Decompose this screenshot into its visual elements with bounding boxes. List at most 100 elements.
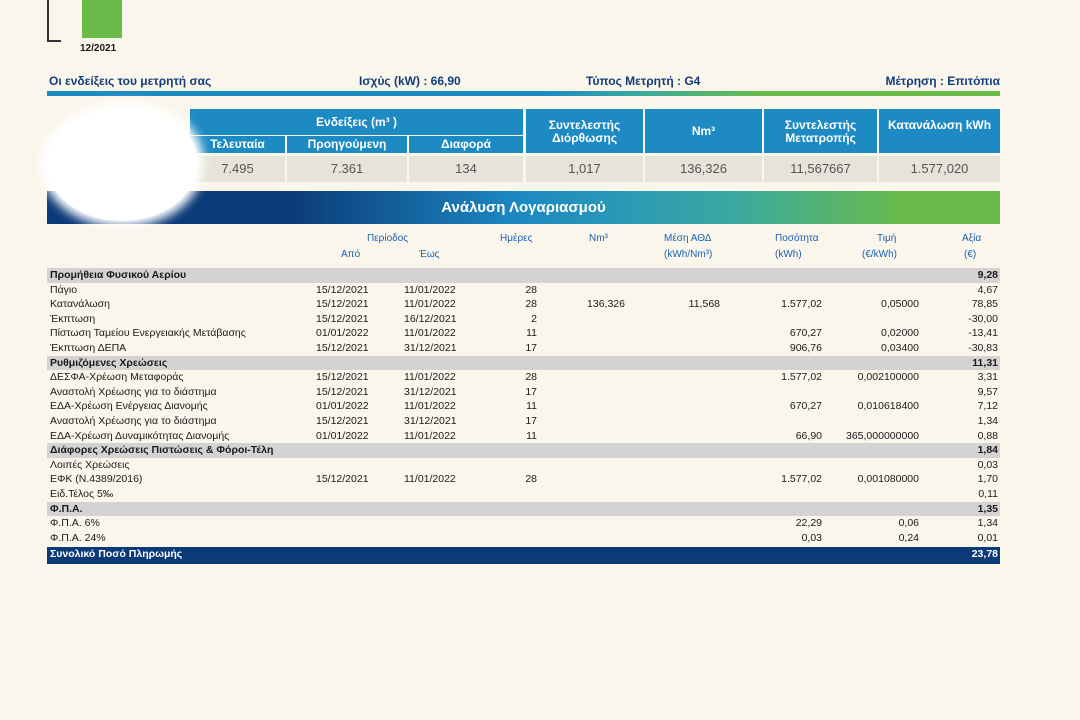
value-previous: 7.361: [287, 156, 407, 182]
line-days: 11: [526, 429, 537, 442]
line-to-date: 11/01/2022: [404, 327, 456, 340]
value-difference: 134: [409, 156, 523, 182]
header-qty-line1: Ποσότητα: [775, 233, 819, 244]
table-row: Κατανάλωση 15/12/2021 11/01/2022 28 136,326 1…: [47, 297, 1000, 312]
line-description: Ρυθμιζόμενες Χρεώσεις: [50, 356, 168, 369]
line-description: Φ.Π.Α.: [50, 502, 83, 515]
line-days: 28: [525, 371, 537, 384]
header-days: Ημέρες: [500, 233, 533, 244]
line-from-date: 15/12/2021: [316, 414, 369, 427]
line-from-date: 15/12/2021: [316, 341, 369, 354]
line-value: 4,67: [977, 283, 998, 296]
line-value: 1,34: [977, 517, 998, 530]
line-description: Φ.Π.Α. 6%: [50, 517, 100, 530]
line-from-date: 01/01/2022: [316, 327, 369, 340]
line-value: 1,35: [977, 502, 998, 515]
line-from-date: 01/01/2022: [316, 400, 369, 413]
line-days: 11: [526, 327, 537, 340]
line-to-date: 16/12/2021: [404, 312, 457, 325]
line-quantity: 1.577,02: [781, 298, 822, 311]
header-value-line2: (€): [964, 249, 977, 260]
line-avg-gcv: 11,568: [688, 298, 720, 311]
total-label: Συνολικό Ποσό Πληρωμής: [50, 548, 183, 561]
line-value: 0,88: [977, 429, 998, 442]
line-to-date: 31/12/2021: [404, 385, 457, 398]
meter-info-underline: [47, 91, 1000, 96]
line-from-date: 15/12/2021: [316, 473, 369, 486]
line-from-date: 15/12/2021: [316, 283, 369, 296]
line-value: -13,41: [968, 327, 998, 340]
line-description: Προμήθεια Φυσικού Αερίου: [50, 269, 187, 281]
meter-info-title: Οι ενδείξεις του μετρητή σας: [49, 74, 212, 88]
section-row: Προμήθεια Φυσικού Αερίου 9,28: [47, 268, 1000, 283]
table-row: Αναστολή Χρέωσης για το διάστημα 15/12/20…: [47, 414, 1000, 429]
line-price: 0,001080000: [857, 473, 919, 486]
line-quantity: 1.577,02: [781, 371, 822, 384]
mini-chart-bar: [82, 0, 122, 38]
line-to-date: 11/01/2022: [404, 371, 456, 384]
line-description: Έκπτωση: [50, 312, 96, 325]
bill-lines: Προμήθεια Φυσικού Αερίου 9,28 Πάγιο 15/12/2…: [47, 268, 1000, 565]
header-nm3: Nm³: [589, 233, 608, 244]
line-value: 0,03: [977, 458, 998, 471]
line-to-date: 11/01/2022: [404, 283, 456, 296]
line-quantity: 670,27: [789, 400, 822, 413]
line-days: 2: [531, 312, 537, 325]
line-description: ΕΦΚ (Ν.4389/2016): [50, 473, 143, 486]
value-consumption: 1.577,020: [879, 156, 1000, 182]
line-value: 9,28: [977, 269, 998, 281]
header-from: Από: [341, 249, 361, 260]
line-from-date: 15/12/2021: [316, 371, 369, 384]
meter-info-row: Οι ενδείξεις του μετρητή σας Ισχύς (kW) …: [47, 72, 1000, 92]
table-row: ΕΔΑ-Χρέωση Ενέργειας Διανομής 01/01/2022 1…: [47, 399, 1000, 414]
section-row: Φ.Π.Α. 1,35: [47, 501, 1000, 517]
line-to-date: 31/12/2021: [404, 341, 457, 354]
readings-table: Ενδείξεις (m³ ) Τελευταία Προηγούμενη Δι…: [47, 109, 1000, 184]
header-value-line1: Αξία: [962, 233, 982, 244]
mini-chart-axis: [47, 0, 49, 42]
line-price: 0,24: [898, 531, 919, 544]
table-row: Έκπτωση 15/12/2021 16/12/2021 2 -30,00: [47, 312, 1000, 327]
line-price: 0,06: [898, 517, 919, 530]
col-correction: Συντελεστής Διόρθωσης: [526, 109, 643, 153]
line-value: 11,31: [972, 356, 998, 369]
line-to-date: 31/12/2021: [404, 414, 457, 427]
meter-measurement: Μέτρηση : Επιτόπια: [885, 74, 1001, 88]
line-price: 365,000000000: [846, 429, 919, 442]
line-quantity: 906,76: [789, 341, 822, 354]
line-value: 0,11: [978, 487, 998, 500]
line-days: 28: [525, 473, 537, 486]
line-value: -30,00: [968, 312, 998, 325]
header-avg-line1: Μέση ΑΘΔ: [664, 233, 712, 244]
table-row: Φ.Π.Α. 6% 22,29 0,06 1,34: [47, 516, 1000, 531]
value-conversion: 11,567667: [764, 156, 877, 182]
line-days: 28: [525, 298, 537, 311]
line-description: Πίστωση Ταμείου Ενεργειακής Μετάβασης: [50, 327, 246, 340]
header-qty-line2: (kWh): [775, 249, 802, 260]
mini-chart-tick: [47, 40, 61, 42]
table-row: Λοιπές Χρεώσεις 0,03: [47, 458, 1000, 473]
table-row: ΕΦΚ (Ν.4389/2016) 15/12/2021 11/01/2022 28 1…: [47, 472, 1000, 487]
line-from-date: 15/12/2021: [316, 312, 369, 325]
line-description: Διάφορες Χρεώσεις Πιστώσεις & Φόροι-Τέλη: [50, 444, 274, 457]
table-row: Φ.Π.Α. 24% 0,03 0,24 0,01: [47, 531, 1000, 546]
table-row: ΔΕΣΦΑ-Χρέωση Μεταφοράς 15/12/2021 11/01/20…: [47, 370, 1000, 385]
line-value: 7,12: [977, 400, 998, 413]
line-price: 0,02000: [881, 327, 919, 340]
value-correction: 1,017: [526, 156, 643, 182]
line-description: Φ.Π.Α. 24%: [50, 531, 106, 544]
section-row: Ρυθμιζόμενες Χρεώσεις 11,31: [47, 355, 1000, 371]
col-last: Τελευταία: [190, 136, 285, 153]
line-value: 9,57: [977, 385, 998, 398]
header-period: Περίοδος: [367, 233, 409, 244]
line-value: 1,34: [977, 414, 998, 427]
table-row: Έκπτωση ΔΕΠΑ 15/12/2021 31/12/2021 17 906,76…: [47, 341, 1000, 356]
line-quantity: 1.577,02: [781, 473, 822, 486]
col-conversion: Συντελεστής Μετατροπής: [764, 109, 877, 153]
line-description: Αναστολή Χρέωσης για το διάστημα: [50, 414, 217, 427]
line-description: Αναστολή Χρέωσης για το διάστημα: [50, 385, 217, 398]
line-quantity: 22,29: [795, 517, 822, 530]
line-nm3: 136,326: [587, 298, 625, 311]
line-from-date: 01/01/2022: [316, 429, 369, 442]
